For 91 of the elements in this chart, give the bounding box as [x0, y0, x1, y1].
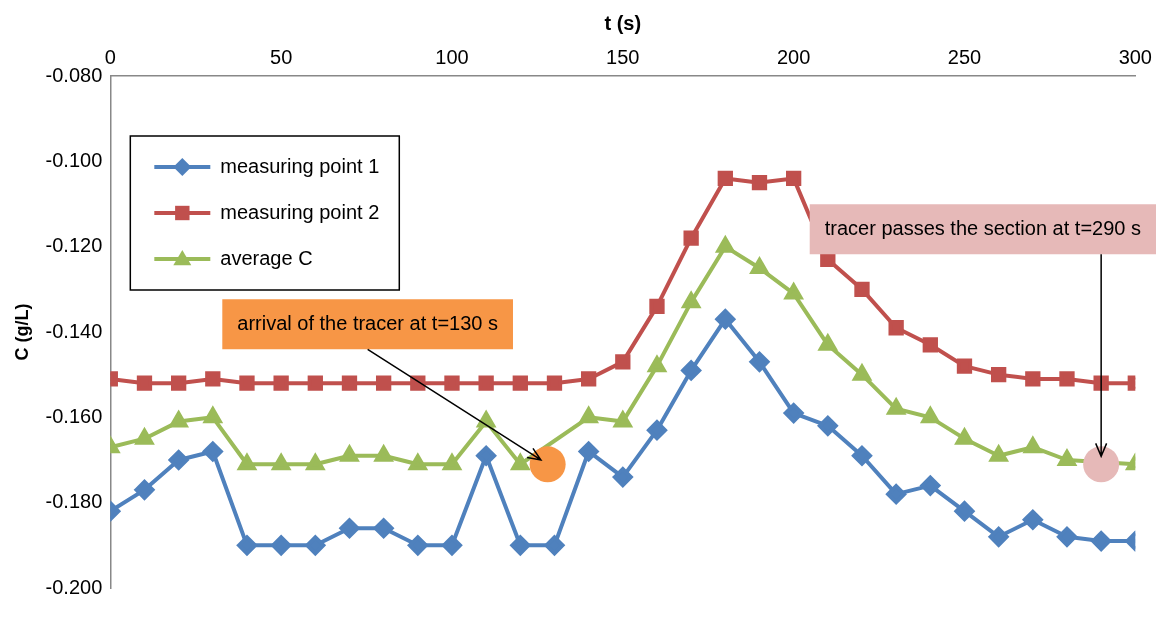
point [615, 354, 631, 370]
point [202, 441, 223, 462]
point [683, 230, 699, 246]
point [339, 518, 360, 539]
y-axis-title: C (g/L) [11, 303, 32, 361]
point [649, 298, 665, 315]
point [305, 535, 326, 556]
point [544, 535, 565, 556]
point [373, 518, 394, 539]
point [956, 358, 973, 374]
point [273, 375, 289, 391]
point [476, 445, 497, 466]
point [717, 170, 733, 187]
point [920, 475, 941, 496]
point [785, 170, 802, 187]
point [238, 454, 256, 471]
point [444, 375, 460, 391]
y-tick-label: -0.100 [45, 148, 103, 171]
y-tick-label: -0.140 [45, 319, 103, 342]
point [1025, 371, 1041, 387]
point [749, 351, 770, 372]
x-tick-label: 50 [270, 45, 293, 68]
point [715, 309, 736, 330]
x-tick-label: 150 [606, 45, 640, 68]
point [441, 535, 462, 556]
x-tick-label: 250 [947, 45, 982, 68]
point [272, 454, 291, 471]
legend-label: measuring point 1 [220, 154, 380, 177]
point [407, 535, 428, 556]
point [510, 535, 531, 556]
point [854, 281, 870, 297]
annotation: tracer passes the section at t=290 s [824, 216, 1141, 239]
point [271, 535, 292, 556]
point [851, 445, 872, 466]
annotation: arrival of the tracer at t=130 s [237, 311, 498, 334]
point [478, 375, 494, 391]
x-tick-label: 200 [776, 45, 811, 68]
point [954, 501, 975, 522]
x-tick-label: 0 [104, 45, 116, 68]
y-tick-label: -0.080 [45, 63, 103, 86]
point [1056, 526, 1077, 547]
point [170, 375, 187, 391]
x-tick-label: 100 [435, 45, 469, 68]
point [203, 407, 222, 424]
point [1058, 450, 1076, 466]
point [648, 356, 666, 373]
point [512, 375, 528, 391]
point [1091, 531, 1112, 552]
y-tick-label: -0.120 [45, 234, 103, 257]
point [578, 441, 599, 462]
point [922, 337, 938, 353]
point [546, 375, 563, 391]
legend-label: average C [220, 246, 313, 269]
y-tick-label: -0.160 [45, 404, 103, 427]
point [888, 320, 904, 336]
point [443, 454, 461, 471]
point [306, 454, 325, 471]
point [136, 375, 153, 391]
point [853, 364, 871, 381]
point [511, 454, 530, 471]
legend-label: measuring point 2 [220, 200, 380, 223]
x-tick-label: 300 [1118, 45, 1152, 68]
point [375, 375, 392, 391]
point [681, 360, 702, 381]
point [239, 375, 255, 391]
point [408, 454, 427, 471]
point [580, 371, 597, 387]
point [236, 535, 257, 556]
point [921, 407, 940, 424]
point [886, 484, 907, 505]
point [751, 175, 768, 191]
point [205, 371, 221, 387]
y-tick-label: -0.180 [45, 490, 103, 513]
point [783, 403, 804, 424]
point [579, 407, 598, 424]
point [1059, 371, 1075, 387]
point [612, 467, 633, 488]
point [1022, 509, 1043, 530]
point [168, 450, 189, 470]
point [134, 479, 155, 500]
point [988, 526, 1009, 547]
point [750, 258, 769, 274]
point [646, 420, 667, 441]
y-tick-label: -0.200 [45, 575, 103, 598]
x-axis-title: t (s) [604, 11, 642, 34]
point [682, 292, 701, 309]
point [990, 367, 1007, 383]
point [1023, 437, 1042, 454]
point [817, 415, 838, 436]
point [307, 375, 323, 391]
point [341, 375, 358, 391]
